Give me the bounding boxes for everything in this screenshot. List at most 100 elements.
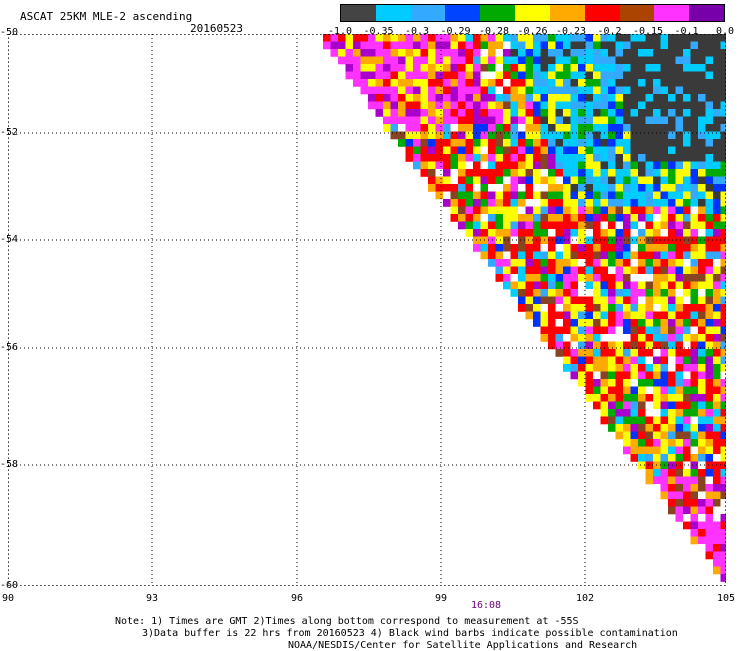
swath-cell: [690, 364, 699, 372]
swath-cell: [548, 131, 556, 140]
swath-cell: [533, 184, 541, 192]
swath-cell: [720, 139, 726, 147]
swath-cell: [645, 34, 654, 42]
swath-cell: [653, 379, 661, 387]
swath-cell: [653, 356, 661, 365]
swath-cell: [638, 304, 646, 312]
swath-cell: [398, 56, 406, 65]
swath-cell: [645, 109, 654, 117]
swath-cell: [600, 124, 609, 132]
swath-cell: [570, 176, 579, 185]
swath-cell: [615, 289, 624, 297]
swath-cell: [705, 319, 714, 327]
swath-cell: [555, 221, 564, 230]
swath-cell: [398, 139, 406, 147]
swath-cell: [713, 214, 721, 222]
swath-cell: [645, 431, 654, 440]
swath-cell: [593, 349, 601, 357]
swath-cell: [638, 71, 646, 80]
swath-cell: [653, 401, 661, 410]
swath-cell: [720, 551, 726, 560]
swath-cell: [548, 191, 556, 200]
swath-cell: [593, 401, 601, 410]
swath-cell: [548, 139, 556, 147]
swath-cell: [398, 34, 406, 42]
swath-cell: [510, 206, 519, 215]
swath-cell: [630, 394, 639, 402]
swath-cell: [645, 416, 654, 425]
swath-cell: [690, 461, 699, 470]
swath-cell: [630, 221, 639, 230]
swath-cell: [548, 236, 556, 245]
swath-cell: [398, 79, 406, 87]
swath-cell: [413, 116, 421, 125]
swath-cell: [698, 229, 706, 237]
swath-cell: [675, 251, 684, 260]
swath-cell: [405, 79, 414, 87]
swath-cell: [495, 109, 504, 117]
swath-cell: [578, 289, 586, 297]
swath-cell: [495, 139, 504, 147]
swath-cell: [668, 251, 676, 260]
swath-cell: [675, 79, 684, 87]
swath-cell: [623, 146, 631, 155]
swath-cell: [720, 544, 726, 552]
swath-cell: [420, 169, 429, 177]
swath-cell: [510, 71, 519, 80]
swath-cell: [675, 379, 684, 387]
swath-cell: [675, 409, 684, 417]
swath-cell: [555, 161, 564, 170]
swath-cell: [645, 349, 654, 357]
swath-cell: [698, 499, 706, 507]
swath-cell: [593, 41, 601, 50]
swath-cell: [503, 131, 511, 140]
swath-cell: [480, 131, 489, 140]
swath-cell: [518, 289, 526, 297]
swath-cell: [503, 116, 511, 125]
swath-cell: [450, 71, 459, 80]
swath-cell: [705, 326, 714, 335]
swath-cell: [698, 311, 706, 320]
swath-cell: [683, 34, 691, 42]
swath-cell: [563, 356, 571, 365]
swath-cell: [510, 101, 519, 110]
swath-cell: [330, 49, 339, 57]
swath-cell: [563, 139, 571, 147]
swath-cell: [713, 116, 721, 125]
swath-cell: [563, 146, 571, 155]
swath-cell: [548, 229, 556, 237]
swath-cell: [645, 251, 654, 260]
swath-cell: [495, 221, 504, 230]
swath-cell: [450, 191, 459, 200]
swath-cell: [428, 109, 436, 117]
swath-cell: [698, 514, 706, 522]
swath-cell: [615, 356, 624, 365]
swath-cell: [420, 41, 429, 50]
swath-cell: [623, 326, 631, 335]
swath-cell: [480, 139, 489, 147]
swath-cell: [555, 184, 564, 192]
swath-cell: [668, 499, 676, 507]
swath-cell: [623, 304, 631, 312]
swath-cell: [683, 109, 691, 117]
swath-cell: [660, 274, 669, 282]
legend-swatch: [341, 5, 376, 21]
swath-cell: [623, 356, 631, 365]
swath-cell: [653, 41, 661, 50]
swath-cell: [645, 356, 654, 365]
swath-cell: [630, 64, 639, 72]
swath-cell: [705, 334, 714, 342]
swath-cell: [698, 424, 706, 432]
swath-cell: [495, 34, 504, 42]
swath-cell: [570, 199, 579, 207]
swath-cell: [660, 94, 669, 102]
swath-cell: [518, 56, 526, 65]
swath-cell: [713, 311, 721, 320]
swath-cell: [450, 79, 459, 87]
swath-cell: [705, 521, 714, 530]
swath-cell: [600, 311, 609, 320]
swath-cell: [653, 364, 661, 372]
swath-cell: [683, 386, 691, 395]
swath-cell: [585, 199, 594, 207]
swath-cell: [660, 41, 669, 50]
